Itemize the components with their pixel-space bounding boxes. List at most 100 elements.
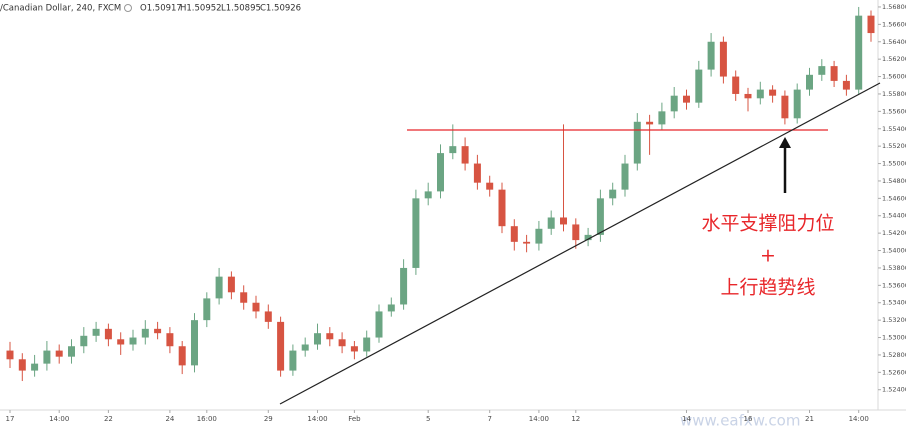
x-tick-label: 29 [264, 415, 273, 423]
y-tick-label: 1.56600 [882, 20, 906, 28]
trend-line [279, 82, 881, 405]
candle-body [842, 80, 850, 90]
candle-body [658, 111, 666, 125]
candle-body [191, 320, 198, 366]
y-tick-label: 1.56400 [882, 38, 906, 46]
candle-body [498, 189, 506, 227]
candle-body [584, 234, 592, 241]
y-tick-label: 1.53000 [882, 334, 906, 342]
candle-body [68, 346, 75, 357]
ohlc-close: C1.50926 [260, 4, 301, 14]
candle-body [350, 346, 358, 352]
candle-body [240, 292, 248, 303]
candle-body [338, 339, 346, 347]
candle-body [781, 95, 789, 119]
x-tick-label: 14 [682, 415, 691, 423]
candle-body [867, 15, 875, 34]
candle-body [830, 66, 838, 81]
watermark: www.eafxw.com [680, 412, 800, 430]
candle-body [621, 163, 629, 190]
y-tick-label: 1.53600 [882, 281, 906, 289]
y-tick-label: 1.55800 [882, 90, 906, 98]
candle-body [326, 333, 334, 340]
candle-body [277, 321, 285, 371]
candle-body [695, 69, 703, 103]
candle-body [6, 350, 14, 360]
x-tick-label: 14:00 [307, 415, 327, 423]
candle-body [252, 302, 260, 312]
candle-body [227, 276, 235, 293]
x-tick-label: 5 [426, 415, 430, 423]
candle-body [31, 363, 39, 371]
candle-body [756, 89, 764, 99]
ohlc-high: H1.50952 [180, 4, 222, 14]
candle-body [289, 350, 297, 371]
candle-body [178, 346, 186, 366]
candle-body [609, 189, 617, 199]
arrow-head [779, 137, 791, 148]
candle-body [203, 298, 211, 321]
candle-body [818, 66, 826, 75]
candle-body [92, 328, 100, 336]
x-tick-label: 14:00 [529, 415, 549, 423]
y-tick-label: 1.56200 [882, 55, 906, 63]
candle-body [363, 337, 371, 352]
candle-body [154, 328, 162, 334]
x-tick-label: 21 [805, 415, 814, 423]
candle-body [769, 89, 777, 96]
candle-body [633, 121, 641, 164]
x-tick-label: 17 [6, 415, 15, 423]
candle-body [547, 217, 555, 229]
candle-body [572, 224, 580, 241]
candle-body [215, 276, 223, 299]
candle-body [80, 335, 88, 347]
y-tick-label: 1.52600 [882, 368, 906, 376]
x-tick-label: 16:00 [197, 415, 217, 423]
status-icon [124, 4, 132, 12]
x-tick-label: 24 [165, 415, 174, 423]
y-tick-label: 1.53400 [882, 299, 906, 307]
candle-body [314, 333, 321, 345]
x-tick-label: 14:00 [49, 415, 69, 423]
y-tick-label: 1.53800 [882, 264, 906, 272]
y-tick-label: 1.54600 [882, 194, 906, 202]
candle-body [264, 311, 272, 322]
candle-body [683, 95, 690, 103]
candle-body [719, 41, 727, 77]
x-tick-label: 7 [487, 415, 491, 423]
candle-body [449, 146, 457, 154]
candle-body [646, 121, 654, 125]
candle-body [43, 350, 51, 364]
candle-body [473, 163, 481, 183]
x-tick-label: 14:00 [849, 415, 869, 423]
candle-body [707, 41, 715, 70]
candle-body [301, 344, 309, 351]
candle-body [387, 304, 395, 312]
y-tick-label: 1.55600 [882, 107, 906, 115]
candle-body [461, 146, 469, 164]
y-tick-label: 1.54800 [882, 177, 906, 185]
y-tick-label: 1.55000 [882, 160, 906, 168]
candle-body [141, 328, 149, 338]
y-tick-label: 1.54200 [882, 229, 906, 237]
y-tick-label: 1.54000 [882, 247, 906, 255]
y-tick-label: 1.52400 [882, 386, 906, 394]
candle-body [18, 359, 26, 371]
candle-body [424, 191, 432, 199]
candle-body [596, 198, 604, 235]
y-tick-label: 1.53200 [882, 316, 906, 324]
y-tick-label: 1.56800 [882, 3, 906, 11]
candle-body [732, 76, 740, 94]
candle-body [375, 311, 383, 338]
candle-body [437, 153, 444, 192]
candle-body [793, 89, 801, 119]
candle-body [510, 226, 518, 242]
y-tick-label: 1.55200 [882, 142, 906, 150]
ohlc-low: L1.50895 [221, 4, 261, 14]
candle-body [806, 74, 813, 90]
candle-body [744, 93, 752, 99]
candle-body [55, 350, 63, 357]
candle-body [560, 217, 567, 225]
